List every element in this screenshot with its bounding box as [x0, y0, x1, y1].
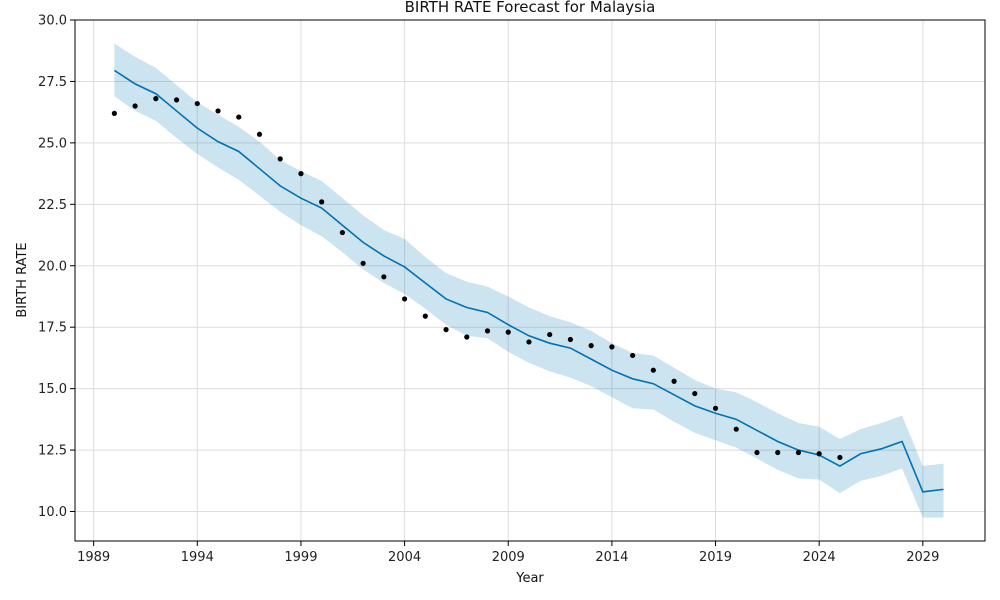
observed-point: [692, 390, 698, 397]
x-tick-label: 2009: [492, 550, 525, 565]
observed-point: [609, 344, 615, 350]
observed-point: [795, 449, 802, 456]
observed-point: [298, 171, 304, 177]
observed-point: [650, 367, 656, 373]
y-axis: 10.0 12.5 15.0 17.5 20.0 22.5 25.0 27.5 30.0: [38, 14, 75, 520]
x-axis-title: Year: [515, 571, 544, 586]
observed-point: [236, 114, 242, 120]
observed-point: [588, 343, 594, 349]
y-axis-title: BIRTH RATE: [15, 242, 30, 317]
y-tick-label: 30.0: [38, 14, 67, 29]
observed-point: [526, 339, 532, 345]
observed-point: [547, 331, 553, 338]
observed-point: [173, 97, 180, 103]
observed-point: [816, 451, 822, 457]
observed-point: [277, 156, 283, 162]
observed-point: [733, 426, 739, 432]
observed-point: [132, 103, 138, 109]
y-tick-label: 20.0: [38, 259, 67, 274]
x-tick-label: 2014: [595, 550, 628, 565]
observed-point: [153, 96, 159, 102]
x-tick-label: 1994: [181, 550, 214, 565]
x-tick-label: 1999: [284, 550, 317, 565]
y-tick-label: 15.0: [38, 382, 67, 397]
observed-point: [630, 352, 636, 359]
observed-point: [464, 334, 470, 340]
y-tick-label: 10.0: [38, 505, 67, 520]
observed-point: [360, 260, 366, 266]
forecast-line: [113, 69, 944, 493]
x-axis: 1989 1994 1999 2004 2009 2014 2019 2024 2029: [77, 541, 939, 565]
observed-point: [256, 131, 263, 137]
y-tick-label: 25.0: [38, 136, 67, 151]
observed-point: [401, 296, 408, 302]
observed-point: [484, 328, 491, 334]
plot-frame: [74, 19, 986, 542]
observed-point: [111, 110, 117, 116]
y-tick-label: 12.5: [38, 444, 67, 459]
chart-title: BIRTH RATE Forecast for Malaysia: [405, 0, 656, 16]
y-tick-label: 22.5: [38, 198, 67, 213]
observed-point: [505, 329, 511, 335]
x-tick-label: 1989: [77, 550, 110, 565]
observed-point: [339, 229, 345, 236]
x-tick-label: 2019: [699, 550, 732, 565]
x-tick-label: 2029: [906, 550, 939, 565]
observed-point: [194, 100, 200, 107]
observed-points: [111, 96, 843, 461]
observed-point: [671, 378, 677, 384]
observed-point: [754, 449, 760, 456]
x-tick-label: 2004: [388, 550, 421, 565]
uncertainty-band: [114, 43, 944, 518]
observed-point: [837, 454, 843, 461]
observed-point: [215, 108, 221, 114]
observed-point: [443, 327, 449, 333]
y-tick-label: 17.5: [38, 321, 67, 336]
observed-point: [775, 449, 781, 456]
observed-point: [712, 405, 719, 411]
y-tick-label: 27.5: [38, 75, 67, 90]
x-tick-label: 2024: [803, 550, 836, 565]
observed-point: [381, 274, 387, 280]
observed-point: [319, 199, 325, 205]
observed-point: [422, 313, 428, 319]
observed-point: [567, 336, 574, 343]
